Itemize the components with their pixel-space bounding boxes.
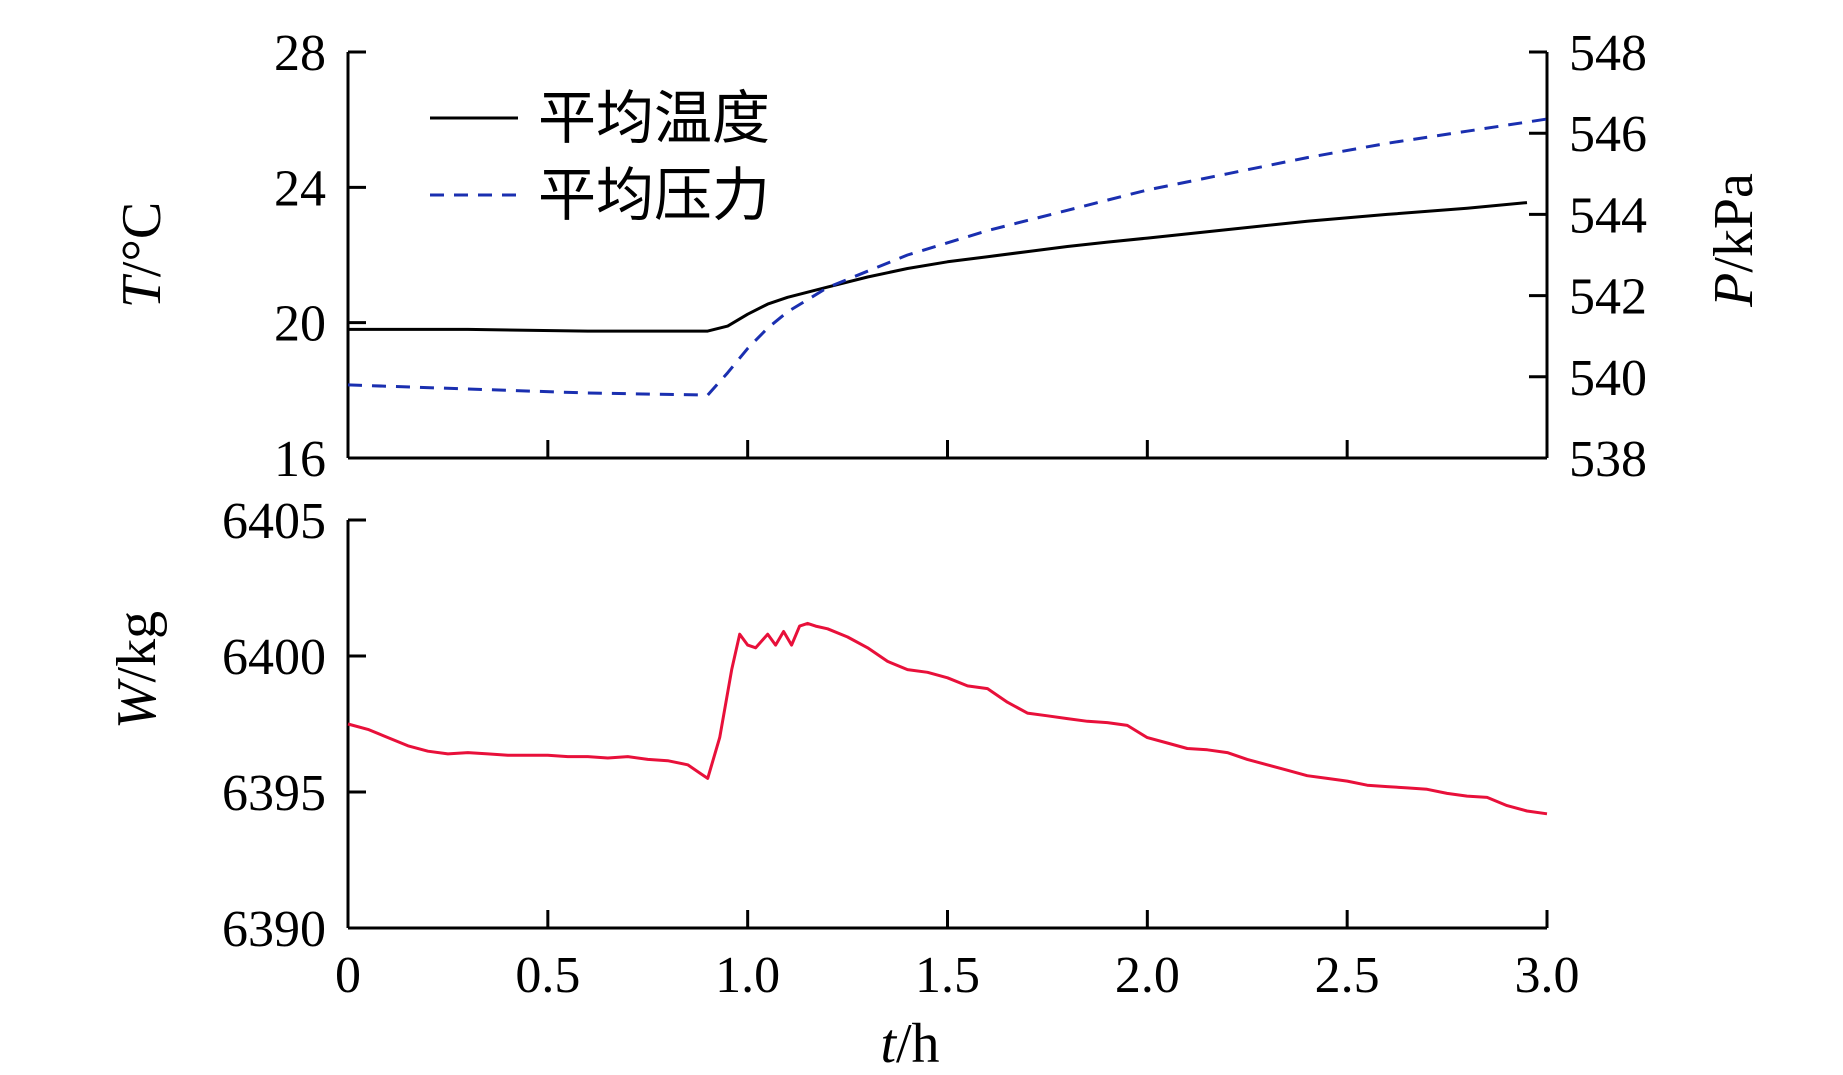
bottom-y-axis-label: W/kg [106, 611, 168, 729]
top-right-axis-label-unit: /kPa [1703, 173, 1765, 273]
x-axis-label-var: t [880, 1013, 897, 1075]
bottom-x-tick-label: 0.5 [515, 947, 580, 1004]
top-right-axis-label: P/kPa [1703, 173, 1765, 308]
top-left-ticks: 16 20 24 28 [274, 25, 366, 488]
bottom-y-tick-label: 6390 [222, 901, 326, 958]
bottom-y-ticks: 6390 6395 6400 6405 [222, 493, 366, 958]
bottom-y-axis-label-var: W [106, 678, 168, 729]
top-right-ticks: 538 540 542 544 546 548 [1529, 25, 1647, 488]
top-left-tick-label: 28 [274, 25, 326, 82]
bottom-x-tick-label: 1.0 [715, 947, 780, 1004]
bottom-x-ticks: 0 0.5 1.0 1.5 2.0 2.5 3.0 [335, 910, 1580, 1004]
bottom-x-tick-label: 3.0 [1515, 947, 1580, 1004]
x-axis-label: t/h [880, 1013, 939, 1075]
legend: 平均温度 平均压力 [430, 84, 770, 229]
top-right-axis-label-var: P [1703, 273, 1765, 308]
top-right-tick-label: 548 [1569, 25, 1647, 82]
bottom-x-tick-label: 2.0 [1115, 947, 1180, 1004]
bottom-x-tick-label: 1.5 [915, 947, 980, 1004]
pressure-series-line [347, 117, 1548, 397]
legend-label-temperature: 平均温度 [538, 84, 770, 152]
bottom-panel: 6390 6395 6400 6405 0 0.5 1.0 1.5 2.0 2.5 3.0 W/k… [106, 493, 1580, 1075]
bottom-y-tick-label: 6395 [222, 765, 326, 822]
bottom-y-tick-label: 6400 [222, 629, 326, 686]
top-left-axis-label: T/°C [111, 202, 173, 308]
top-right-tick-label: 542 [1569, 269, 1647, 326]
bottom-x-tick-label: 2.5 [1315, 947, 1380, 1004]
top-left-tick-label: 20 [274, 296, 326, 353]
bottom-y-axis-label-unit: /kg [106, 611, 168, 683]
bottom-y-tick-label: 6405 [222, 493, 326, 550]
top-right-tick-label: 546 [1569, 106, 1647, 163]
x-axis-label-unit: /h [896, 1013, 940, 1075]
top-right-tick-label: 538 [1569, 431, 1647, 488]
mass-series-line [347, 621, 1548, 816]
top-left-tick-label: 24 [274, 160, 326, 217]
top-left-tick-label: 16 [274, 431, 326, 488]
bottom-series [347, 621, 1548, 816]
top-right-tick-label: 540 [1569, 350, 1647, 407]
temperature-series-line [348, 201, 1528, 333]
top-panel: 16 20 24 28 538 540 542 544 546 548 T/°C P/kPa 平… [111, 25, 1765, 488]
top-left-axis-label-var: T [111, 273, 173, 308]
top-left-axis-label-unit: /°C [111, 202, 173, 277]
legend-label-pressure: 平均压力 [538, 161, 770, 229]
top-x-ticks [346, 440, 1549, 458]
top-right-tick-label: 544 [1569, 187, 1647, 244]
top-series [347, 117, 1548, 397]
bottom-x-tick-label: 0 [335, 947, 361, 1004]
